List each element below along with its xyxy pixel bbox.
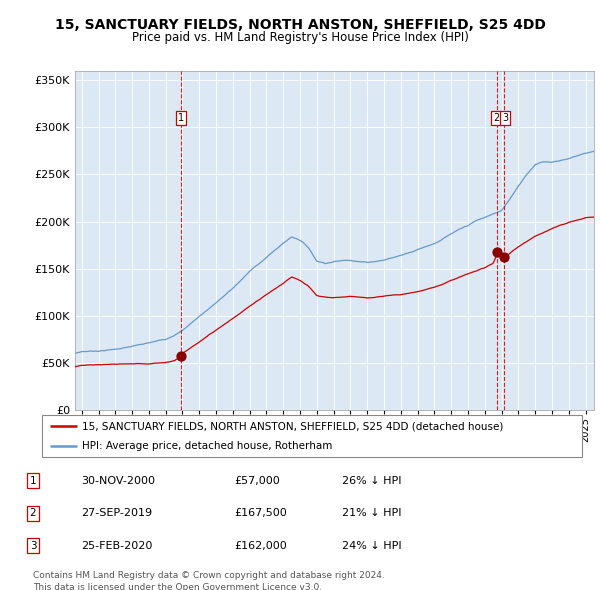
Text: 1: 1 [178, 113, 184, 123]
Text: 15, SANCTUARY FIELDS, NORTH ANSTON, SHEFFIELD, S25 4DD (detached house): 15, SANCTUARY FIELDS, NORTH ANSTON, SHEF… [83, 421, 504, 431]
Text: HPI: Average price, detached house, Rotherham: HPI: Average price, detached house, Roth… [83, 441, 333, 451]
Point [499, 253, 509, 262]
Text: 21% ↓ HPI: 21% ↓ HPI [342, 509, 401, 518]
FancyBboxPatch shape [42, 415, 582, 457]
Text: £57,000: £57,000 [234, 476, 280, 486]
Text: Contains HM Land Registry data © Crown copyright and database right 2024.
This d: Contains HM Land Registry data © Crown c… [33, 571, 385, 590]
Text: 2: 2 [493, 113, 499, 123]
Text: 26% ↓ HPI: 26% ↓ HPI [342, 476, 401, 486]
Text: £167,500: £167,500 [234, 509, 287, 518]
Point [492, 247, 502, 257]
Text: 15, SANCTUARY FIELDS, NORTH ANSTON, SHEFFIELD, S25 4DD: 15, SANCTUARY FIELDS, NORTH ANSTON, SHEF… [55, 18, 545, 32]
Text: 2: 2 [29, 509, 37, 518]
Text: £162,000: £162,000 [234, 541, 287, 550]
Text: 3: 3 [29, 541, 37, 550]
Text: 30-NOV-2000: 30-NOV-2000 [81, 476, 155, 486]
Text: 3: 3 [502, 113, 508, 123]
Text: 27-SEP-2019: 27-SEP-2019 [81, 509, 152, 518]
Text: Price paid vs. HM Land Registry's House Price Index (HPI): Price paid vs. HM Land Registry's House … [131, 31, 469, 44]
Text: 25-FEB-2020: 25-FEB-2020 [81, 541, 152, 550]
Text: 1: 1 [29, 476, 37, 486]
Text: 24% ↓ HPI: 24% ↓ HPI [342, 541, 401, 550]
Point [176, 352, 186, 361]
